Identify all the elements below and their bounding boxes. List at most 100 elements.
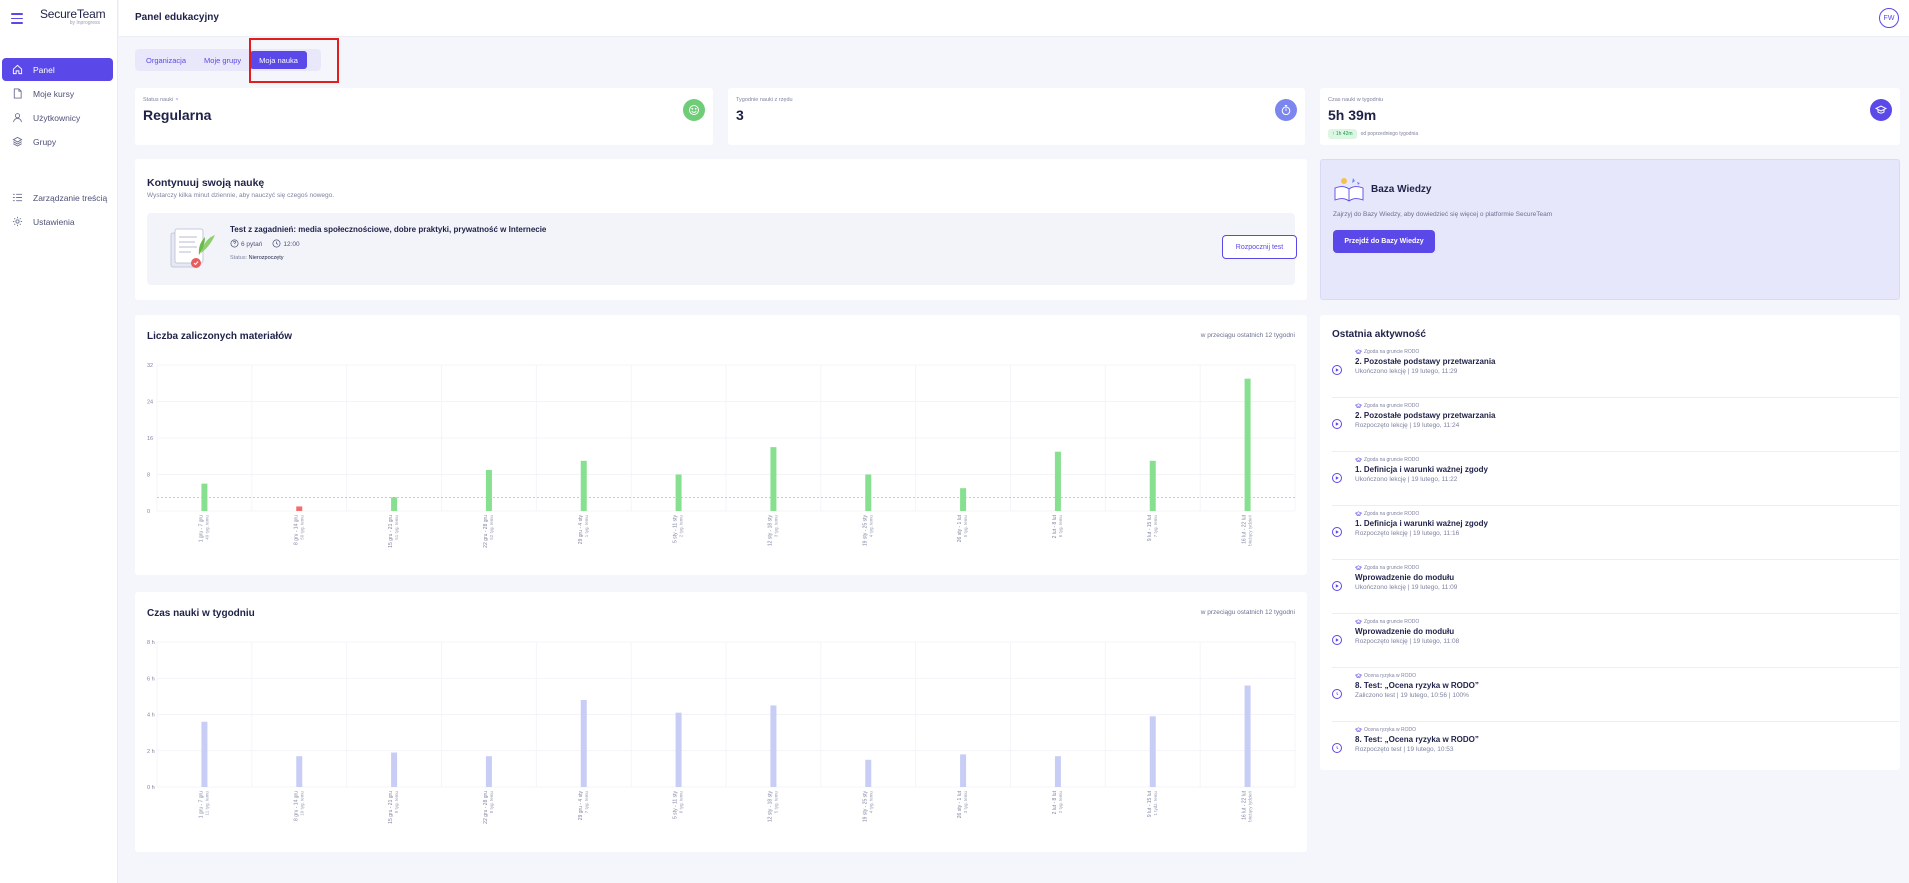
- stat-value: Regularna: [143, 107, 212, 123]
- play-icon: [1332, 527, 1342, 537]
- activity-item[interactable]: Zgoda na gruncie RODO 1. Definicja i waru…: [1332, 506, 1899, 560]
- activity-detail: Rozpoczęto lekcję | 19 lutego, 11:08: [1355, 638, 1460, 645]
- x-tick-sublabel: 51 tyg. temu: [394, 515, 399, 540]
- logo[interactable]: SecureTeam by Inprogress: [40, 7, 106, 26]
- avatar[interactable]: FW: [1879, 8, 1899, 28]
- x-tick-sublabel: 10 tyg. temu: [299, 791, 304, 816]
- activity-item[interactable]: Ocena ryzyka w RODO 8. Test: „Ocena ryzyk…: [1332, 668, 1899, 722]
- start-test-button[interactable]: Rozpocznij test: [1222, 235, 1297, 259]
- activity-item[interactable]: Zgoda na gruncie RODO Wprowadzenie do mod…: [1332, 560, 1899, 614]
- x-tick-sublabel: 11 tyg. temu: [204, 791, 209, 816]
- clock-icon: [1332, 689, 1342, 699]
- chart-range-label: w przeciągu ostatnich 12 tygodni: [1200, 609, 1295, 616]
- smiley-icon: [683, 99, 705, 121]
- y-tick-label: 0: [147, 509, 150, 515]
- x-tick-sublabel: bieżący tydzień: [1248, 515, 1253, 546]
- sidebar-item-grupy[interactable]: Grupy: [2, 130, 113, 153]
- activity-name[interactable]: 8. Test: „Ocena ryzyka w RODO”: [1355, 735, 1479, 744]
- stat-label: Tygodnie nauki z rzędu: [736, 97, 793, 103]
- activity-module: Zgoda na gruncie RODO: [1355, 619, 1419, 625]
- x-tick-label: 26 sty - 1 lut: [957, 514, 963, 542]
- activity-title: Ostatnia aktywność: [1332, 329, 1426, 340]
- activity-name[interactable]: Wprowadzenie do modułu: [1355, 627, 1455, 636]
- tab-organizacja[interactable]: Organizacja: [146, 55, 187, 65]
- activity-item[interactable]: Zgoda na gruncie RODO 2. Pozostałe podsta…: [1332, 344, 1899, 398]
- x-tick-sublabel: 52 tyg. temu: [489, 515, 494, 540]
- y-tick-label: 0 h: [147, 785, 155, 791]
- stat-card-status: Status nauki ◔ Regularna: [135, 88, 713, 145]
- activity-module: Zgoda na gruncie RODO: [1355, 349, 1419, 355]
- graduation-cap-icon: [1355, 511, 1362, 516]
- activity-module: Zgoda na gruncie RODO: [1355, 457, 1419, 463]
- activity-detail: Rozpoczęto test | 19 lutego, 10:53: [1355, 746, 1454, 753]
- bar: [1244, 685, 1251, 787]
- activity-detail: Ukończono lekcję | 19 lutego, 11:09: [1355, 584, 1458, 591]
- tab-moja-nauka[interactable]: Moja nauka: [250, 51, 307, 69]
- x-tick-sublabel: 9 tyg. temu: [394, 791, 399, 814]
- graduation-cap-icon: [1355, 349, 1362, 354]
- x-tick-sublabel: 7 tyg. temu: [1153, 515, 1158, 538]
- x-tick-sublabel: 6 tyg. temu: [679, 791, 684, 814]
- sidebar-item-panel[interactable]: Panel: [2, 58, 113, 81]
- sidebar-item-label: Panel: [33, 64, 55, 75]
- x-tick-label: 15 gru - 21 gru: [388, 791, 394, 824]
- graduation-cap-icon: [1355, 457, 1362, 462]
- activity-name[interactable]: 8. Test: „Ocena ryzyka w RODO”: [1355, 681, 1479, 690]
- x-tick-label: 5 sty - 11 sty: [673, 515, 679, 543]
- groups-icon: [12, 136, 23, 147]
- stat-label: Czas nauki w tygodniu: [1328, 97, 1384, 103]
- task-meta: 6 pytań 12:00: [230, 239, 300, 250]
- x-tick-sublabel: 4 tyg. temu: [868, 515, 873, 538]
- x-tick-sublabel: bieżący tydzień: [1248, 791, 1253, 822]
- activity-item[interactable]: Zgoda na gruncie RODO Wprowadzenie do mod…: [1332, 614, 1899, 668]
- play-icon: [1332, 635, 1342, 645]
- x-tick-sublabel: 2 tyg. temu: [1058, 791, 1063, 814]
- x-tick-sublabel: 1 tydz. temu: [1153, 791, 1158, 816]
- menu-icon[interactable]: [11, 13, 23, 24]
- bar: [1054, 451, 1061, 511]
- go-to-knowledge-base-button[interactable]: Przejdź do Bazy Wiedzy: [1333, 230, 1435, 253]
- activity-item[interactable]: Zgoda na gruncie RODO 1. Definicja i waru…: [1332, 452, 1899, 506]
- bar: [201, 721, 208, 787]
- play-icon: [1332, 473, 1342, 483]
- chart-time: 8 h 6 h 4 h 2 h 0 h 1 gru - 7 gru 11 tyg. temu…: [147, 640, 1296, 824]
- x-tick-sublabel: 50 tyg. temu: [299, 515, 304, 540]
- y-tick-label: 32: [147, 363, 153, 369]
- x-tick-sublabel: 5 tyg. temu: [773, 791, 778, 814]
- stat-value: 3: [736, 107, 744, 123]
- activity-detail: Rozpoczęto lekcję | 19 lutego, 11:24: [1355, 422, 1460, 429]
- activity-item[interactable]: Ocena ryzyka w RODO 8. Test: „Ocena ryzyk…: [1332, 722, 1899, 776]
- x-tick-label: 16 lut - 22 lut: [1242, 790, 1248, 820]
- activity-list: Zgoda na gruncie RODO 2. Pozostałe podsta…: [1332, 344, 1899, 776]
- y-tick-label: 4 h: [147, 713, 155, 719]
- y-tick-label: 2 h: [147, 749, 155, 755]
- bar: [960, 488, 967, 511]
- tab-moje-grupy[interactable]: Moje grupy: [204, 55, 242, 65]
- sidebar-item-zarzadzanie-trescia[interactable]: Zarządzanie treścią: [2, 186, 113, 209]
- sidebar-item-uzytkownicy[interactable]: Użytkownicy: [2, 106, 113, 129]
- sidebar-item-moje-kursy[interactable]: Moje kursy: [2, 82, 113, 105]
- activity-name[interactable]: Wprowadzenie do modułu: [1355, 573, 1455, 582]
- x-tick-sublabel: 49 tyg. temu: [204, 515, 209, 540]
- y-tick-label: 8 h: [147, 640, 155, 646]
- activity-item[interactable]: Zgoda na gruncie RODO 2. Pozostałe podsta…: [1332, 398, 1899, 452]
- play-icon: [1332, 419, 1342, 429]
- activity-name[interactable]: 2. Pozostałe podstawy przetwarzania: [1355, 357, 1496, 366]
- chart-range-label: w przeciągu ostatnich 12 tygodni: [1200, 332, 1295, 339]
- x-tick-sublabel: 3 tyg. temu: [963, 791, 968, 814]
- activity-detail: Rozpoczęto lekcję | 19 lutego, 11:16: [1355, 530, 1460, 537]
- x-tick-sublabel: 1 tyg. temu: [584, 515, 589, 538]
- x-tick-label: 9 lut - 15 lut: [1147, 514, 1153, 541]
- bar: [580, 700, 587, 787]
- sidebar-item-ustawienia[interactable]: Ustawienia: [2, 210, 113, 233]
- activity-name[interactable]: 1. Definicja i warunki ważnej zgody: [1355, 519, 1488, 528]
- stat-label: Status nauki ◔: [143, 97, 179, 103]
- activity-module: Zgoda na gruncie RODO: [1355, 565, 1419, 571]
- x-tick-label: 15 gru - 21 gru: [388, 515, 394, 548]
- graduation-cap-icon: [1355, 403, 1362, 408]
- graduation-cap-icon: [1355, 565, 1362, 570]
- activity-name[interactable]: 1. Definicja i warunki ważnej zgody: [1355, 465, 1488, 474]
- activity-name[interactable]: 2. Pozostałe podstawy przetwarzania: [1355, 411, 1496, 420]
- delta: ↑ 1h 42m od poprzedniego tygodnia: [1328, 129, 1418, 139]
- knowledge-base-title: Baza Wiedzy: [1371, 184, 1432, 195]
